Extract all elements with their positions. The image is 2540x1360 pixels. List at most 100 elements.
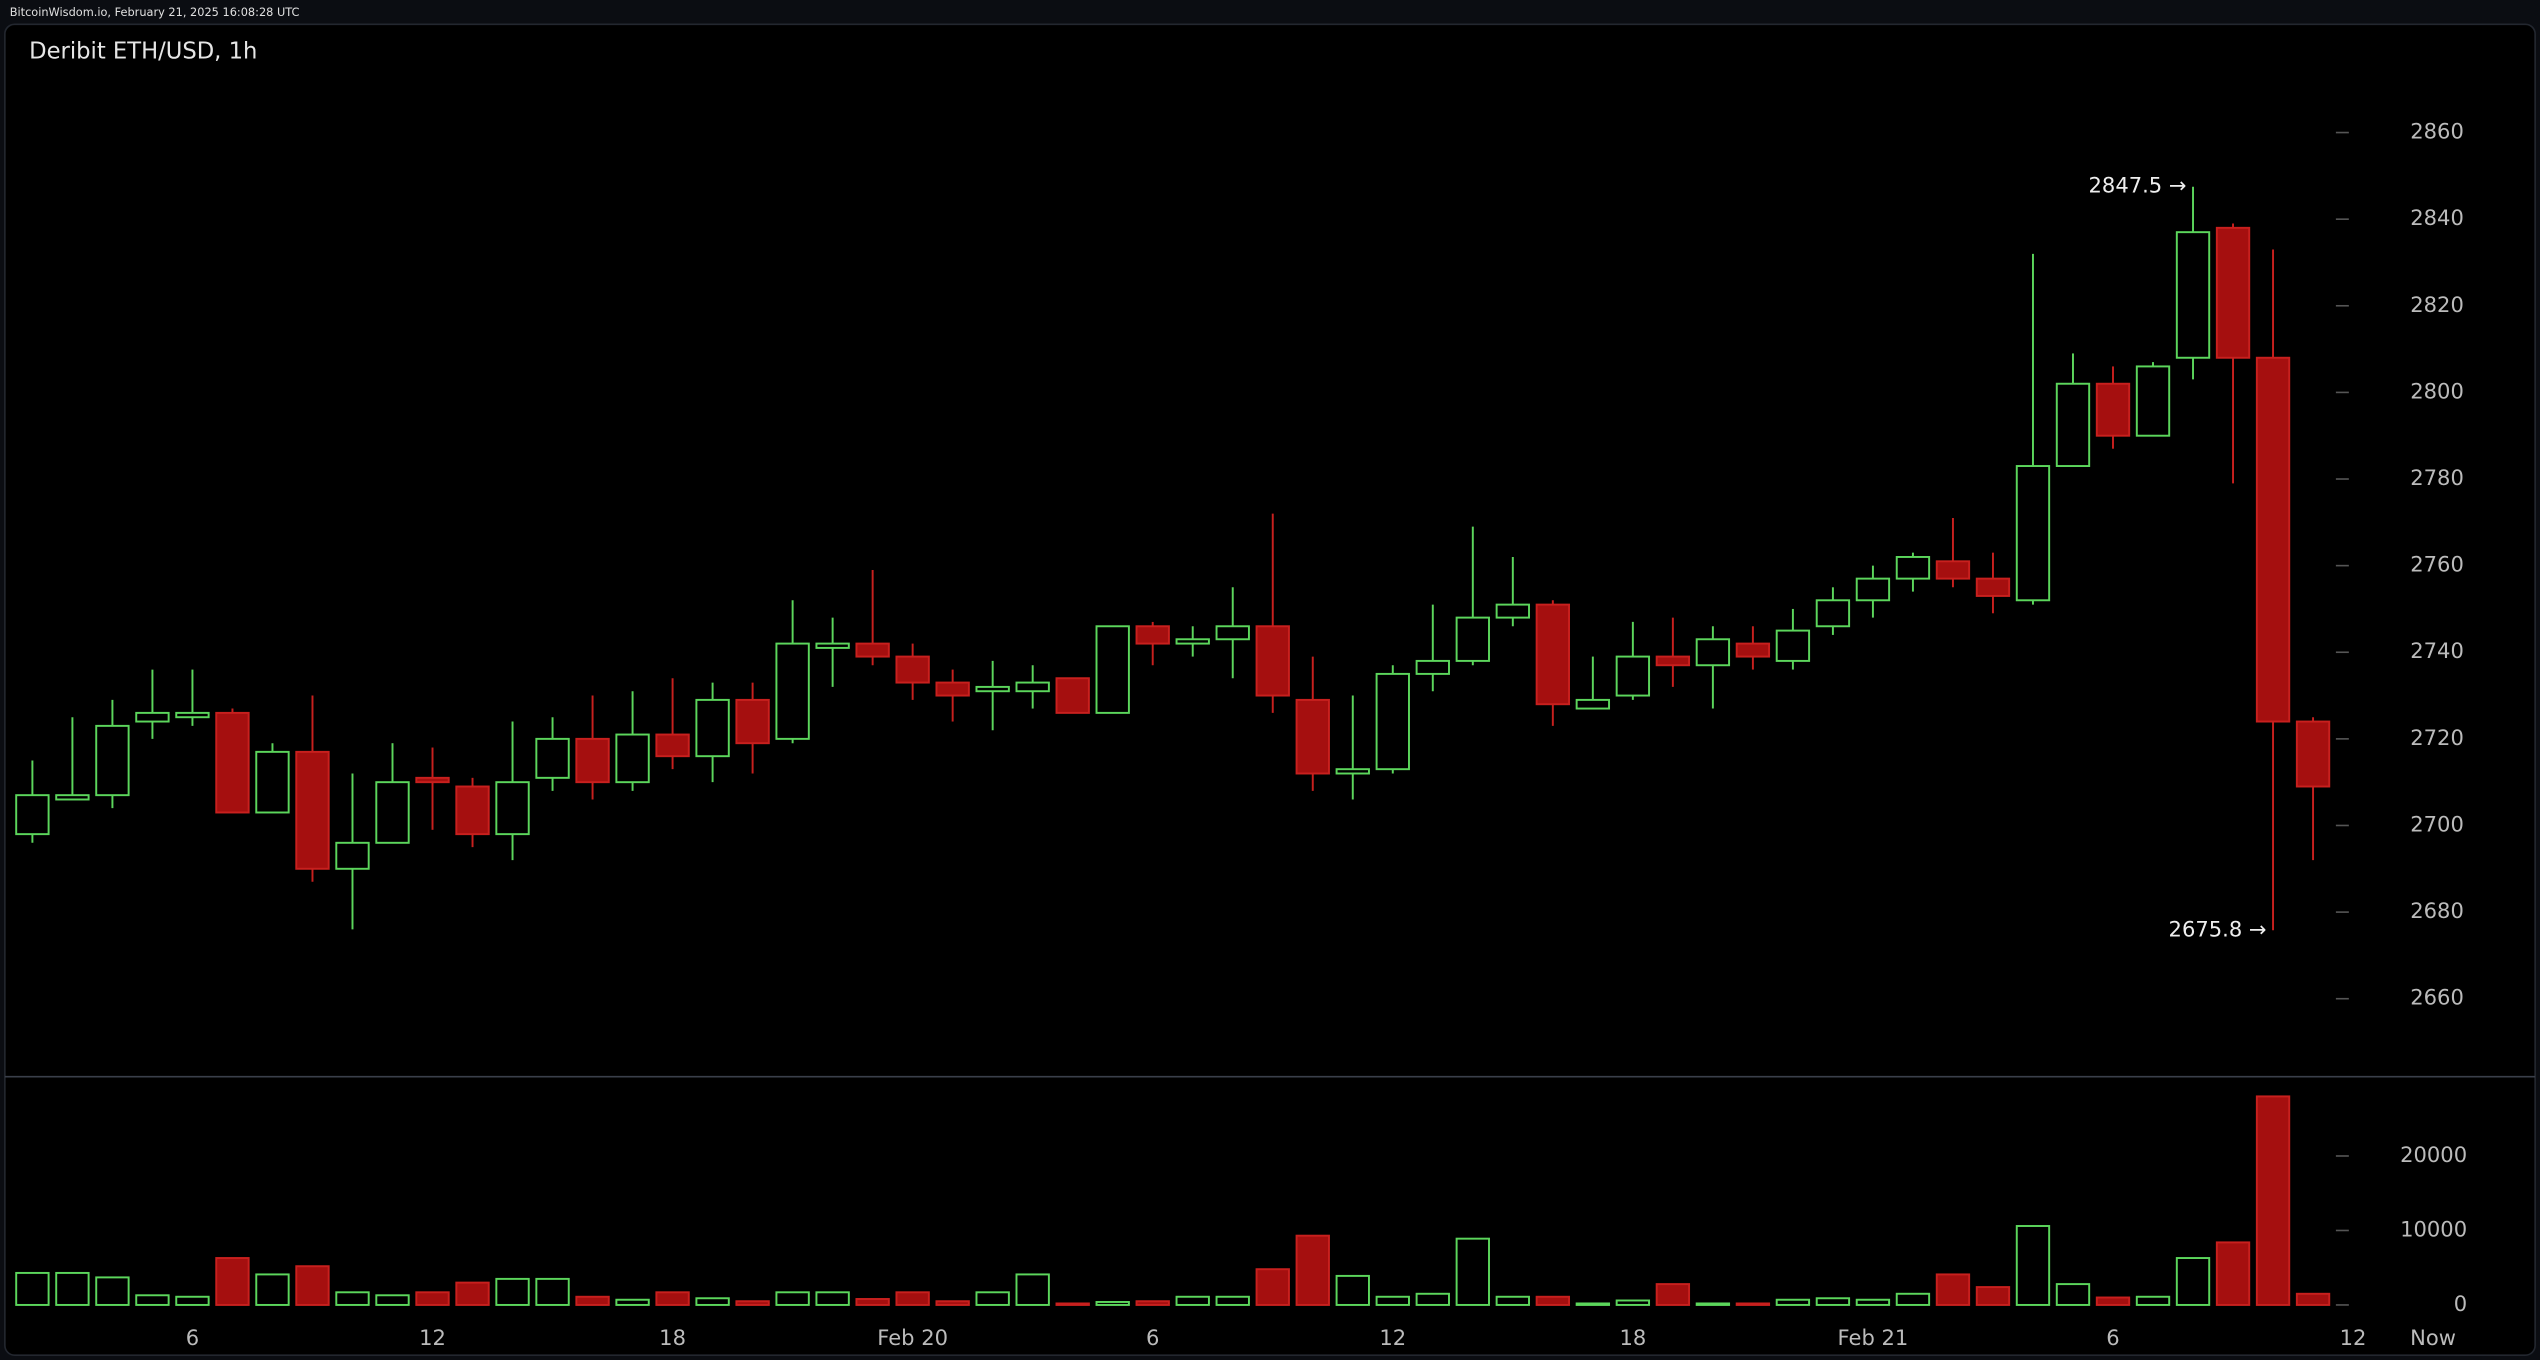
volume-bar xyxy=(495,1277,530,1306)
candle-body xyxy=(2135,365,2171,437)
volume-bar xyxy=(815,1291,850,1306)
candle-body xyxy=(1455,616,1490,662)
x-tick-label: 6 xyxy=(1146,1325,1159,1350)
volume-bar xyxy=(335,1291,370,1306)
volume-tick-label: 20000 xyxy=(2400,1142,2467,1167)
volume-bar xyxy=(455,1281,490,1306)
candle-body xyxy=(1215,625,1250,641)
y-tick-label: 2660 xyxy=(2410,985,2464,1010)
y-tick-label: 2720 xyxy=(2410,725,2464,750)
candle-body xyxy=(1495,603,1530,619)
candle-body xyxy=(1575,698,1611,710)
y-tick-label: 2800 xyxy=(2410,378,2464,403)
y-tick-label: 2680 xyxy=(2410,898,2464,923)
volume-bar xyxy=(775,1291,810,1306)
candle-body xyxy=(215,711,250,814)
header: BitcoinWisdom.io, February 21, 2025 16:0… xyxy=(10,5,300,19)
volume-bar xyxy=(855,1298,890,1306)
candle-body xyxy=(1815,599,1851,628)
x-tick-label: 12 xyxy=(419,1325,446,1350)
chart-title: Deribit ETH/USD, 1h xyxy=(29,38,257,64)
volume-bar xyxy=(975,1291,1010,1306)
candle-body xyxy=(1015,681,1050,693)
volume-bar xyxy=(55,1271,90,1306)
volume-bar xyxy=(1135,1300,1170,1306)
candle-body xyxy=(95,724,130,797)
x-tick-label: Now xyxy=(2410,1325,2456,1350)
volume-bar xyxy=(1735,1302,1771,1306)
candle-body xyxy=(15,794,50,836)
volume-bar xyxy=(2015,1225,2051,1306)
volume-bar xyxy=(1655,1283,1691,1306)
candle-body xyxy=(1535,603,1571,706)
candle-body xyxy=(2175,231,2211,359)
volume-bar xyxy=(2135,1295,2171,1306)
volume-bar xyxy=(1335,1274,1370,1306)
candle-body xyxy=(415,776,450,784)
volume-bar xyxy=(535,1277,570,1306)
candle-body xyxy=(975,685,1010,693)
volume-bar xyxy=(1815,1297,1851,1306)
candle-body xyxy=(1895,556,1931,580)
x-tick-label: 18 xyxy=(659,1325,686,1350)
candle-body xyxy=(55,794,90,801)
candle-body xyxy=(895,655,930,684)
volume-bar xyxy=(935,1300,970,1306)
candle-body xyxy=(575,737,610,784)
candle-body xyxy=(1615,655,1651,697)
volume-bar xyxy=(175,1295,210,1306)
candle-body xyxy=(1335,768,1370,775)
candle-body xyxy=(1175,638,1210,645)
x-tick-label: 18 xyxy=(1619,1325,1646,1350)
candle-body xyxy=(775,642,810,740)
candle-body xyxy=(815,642,850,649)
volume-bar xyxy=(575,1295,610,1306)
volume-bar xyxy=(895,1291,930,1306)
candle-body xyxy=(455,785,490,836)
volume-bar xyxy=(1695,1302,1731,1306)
volume-bar xyxy=(95,1276,130,1306)
volume-bar xyxy=(655,1291,690,1306)
candle-body xyxy=(1975,577,2011,597)
candle-body xyxy=(2095,382,2131,437)
x-tick-label: Feb 21 xyxy=(1838,1325,1909,1350)
volume-bar xyxy=(1895,1292,1931,1306)
candle-body xyxy=(1095,625,1130,714)
candle-body xyxy=(1935,560,1971,580)
candle-body xyxy=(2295,720,2331,788)
candle-body xyxy=(2015,465,2051,602)
volume-bar xyxy=(1575,1302,1611,1306)
candle-body xyxy=(1295,698,1330,775)
candle-body xyxy=(1415,659,1450,675)
volume-bar xyxy=(1495,1295,1530,1306)
volume-bar xyxy=(1255,1268,1290,1306)
volume-bar xyxy=(2295,1292,2331,1306)
annotation: 2675.8 → xyxy=(2169,916,2267,941)
candle-body xyxy=(2255,356,2291,723)
volume-bar xyxy=(695,1297,730,1306)
volume-bar xyxy=(255,1273,290,1306)
candle-body xyxy=(695,698,730,758)
candle-body xyxy=(335,841,370,870)
annotation: 2847.5 → xyxy=(2089,173,2187,198)
volume-bar xyxy=(295,1265,330,1306)
volume-bar xyxy=(415,1291,450,1306)
y-tick-label: 2740 xyxy=(2410,638,2464,663)
volume-bar xyxy=(615,1298,650,1306)
volume-tick-label: 0 xyxy=(2454,1291,2467,1316)
volume-bar xyxy=(1175,1295,1210,1306)
volume-bar xyxy=(135,1294,170,1306)
volume-bar xyxy=(2175,1257,2211,1306)
volume-bar xyxy=(735,1300,770,1306)
volume-bar xyxy=(1455,1237,1490,1306)
volume-bar xyxy=(2215,1241,2251,1306)
candle-body xyxy=(1655,655,1691,667)
y-tick-label: 2760 xyxy=(2410,552,2464,577)
y-tick-label: 2820 xyxy=(2410,292,2464,317)
candle-body xyxy=(1255,625,1290,697)
volume-bar xyxy=(1015,1273,1050,1306)
volume-bar xyxy=(1375,1295,1410,1306)
candle-body xyxy=(2215,226,2251,359)
candle-body xyxy=(1055,677,1090,714)
